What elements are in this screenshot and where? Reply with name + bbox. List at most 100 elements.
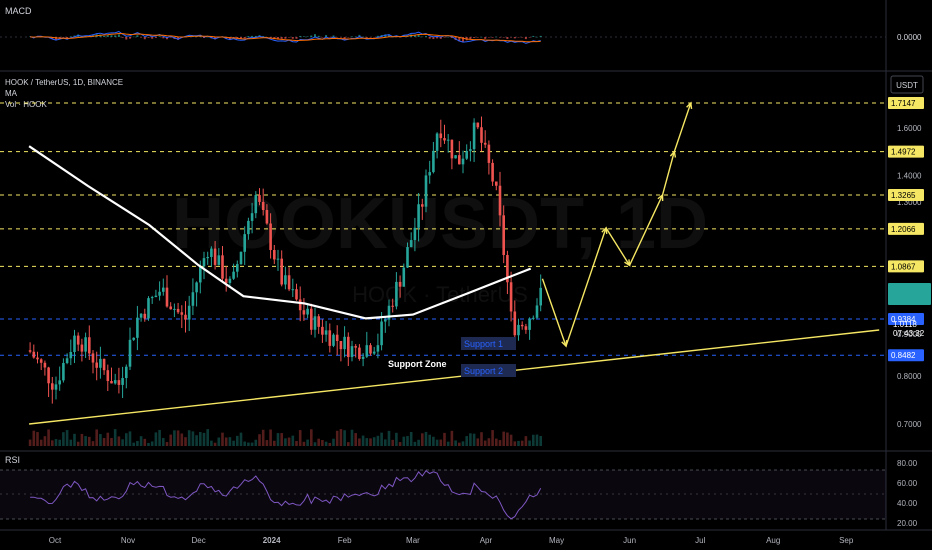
level-tag (888, 188, 924, 201)
rsi-line (30, 469, 542, 520)
volume-bar (180, 433, 184, 446)
volume-bar (80, 433, 84, 446)
time-tick-label: 2024 (263, 536, 281, 545)
projection-path[interactable] (541, 101, 693, 348)
candle-body (424, 175, 428, 207)
macd-line (29, 30, 541, 44)
candle-body (36, 357, 39, 360)
candle-body (446, 139, 450, 141)
volume-bar (91, 441, 95, 446)
current-price-countdown: 07:43:32 (893, 329, 925, 338)
support-trendline[interactable] (29, 329, 880, 425)
macd-histogram-bar (513, 37, 516, 39)
rsi-title[interactable]: RSI (5, 455, 20, 465)
volume-bar (58, 439, 61, 446)
candle-body (47, 367, 50, 384)
candle-body (187, 305, 191, 320)
volume-bar (472, 433, 476, 446)
macd-histogram-bar (121, 37, 124, 38)
volume-bar (169, 434, 172, 446)
candle-body (58, 380, 61, 385)
candle-body (295, 289, 298, 300)
candle-body (284, 275, 287, 285)
candle-body (132, 337, 135, 340)
time-tick-label: Apr (480, 536, 493, 545)
volume-bar (398, 442, 402, 446)
support-1-annotation[interactable]: Support 1 (461, 337, 516, 350)
volume-bar (369, 438, 372, 446)
volume-bar (36, 432, 39, 446)
macd-histogram-bar (128, 37, 131, 39)
volume-bar (198, 432, 202, 446)
macd-histogram-bar (476, 37, 479, 38)
candle-body (235, 264, 239, 272)
volume-bar (509, 434, 513, 446)
projection-arrowhead (686, 101, 693, 110)
volume-bar (272, 440, 276, 446)
volume-bar (309, 429, 313, 446)
candle-body (528, 318, 531, 330)
volume-bar (154, 432, 158, 446)
rsi-tick-label: 80.00 (897, 459, 918, 468)
candle-body (309, 308, 313, 330)
current-price-tag: 1.0118 07:43:32 (888, 283, 931, 338)
time-tick-label: Jun (623, 536, 636, 545)
candle-body (287, 275, 291, 290)
volume-indicator-label[interactable]: Vol · HOOK (5, 100, 47, 109)
volume-bar (420, 433, 424, 446)
volume-bar (457, 442, 461, 446)
volume-bar (383, 439, 387, 446)
volume-bar (465, 436, 468, 446)
currency-button[interactable]: USDT (890, 75, 924, 94)
volume-bar (450, 430, 454, 446)
candle-body (250, 213, 254, 221)
volume-bar (32, 430, 36, 446)
support-zone-annotation[interactable]: Support Zone (385, 357, 455, 370)
volume-bar (124, 433, 128, 446)
volume-bar (139, 436, 143, 446)
macd-histogram-bar (265, 37, 268, 38)
volume-bar (446, 441, 450, 446)
level-tag-label: 1.2066 (891, 225, 916, 234)
volume-bar (295, 441, 298, 446)
ma-indicator-label[interactable]: MA (5, 89, 18, 98)
support-2-annotation[interactable]: Support 2 (461, 364, 516, 377)
candle-body (502, 215, 505, 255)
volume-bar (372, 437, 376, 446)
horizontal-levels[interactable] (0, 102, 886, 356)
macd-histogram-bar (276, 37, 279, 40)
volume-bar (302, 441, 306, 446)
volume-bar (269, 429, 272, 446)
candle-body (335, 334, 339, 342)
price-tick-label: 1.4000 (897, 172, 922, 181)
time-tick-label: Dec (192, 536, 206, 545)
macd-histogram-bar (365, 37, 368, 38)
moving-average-line[interactable] (28, 145, 532, 320)
candle-body (228, 278, 232, 283)
candle-body (480, 127, 483, 143)
rsi-tick-label: 60.00 (897, 479, 918, 488)
candle-body (461, 158, 465, 165)
candle-body (221, 255, 224, 279)
macd-histogram-bar (225, 37, 228, 39)
volume-bar (121, 439, 124, 446)
volume-bar (280, 433, 283, 446)
macd-histogram-bar (106, 35, 109, 37)
symbol-title[interactable]: HOOK / TetherUS, 1D, BINANCE (5, 78, 123, 87)
candle-body (539, 287, 542, 306)
level-tag-label: 1.3265 (891, 191, 916, 200)
macd-histogram-bar (539, 35, 542, 37)
candle-body (198, 266, 202, 283)
macd-histogram-bar (424, 36, 427, 37)
macd-histogram-bar (421, 36, 424, 38)
volume-bar (187, 430, 191, 446)
macd-title[interactable]: MACD (5, 6, 32, 16)
candle-body (99, 358, 102, 368)
macd-histogram-bar (528, 37, 531, 38)
volume-bar (480, 432, 483, 446)
candle-body (121, 378, 124, 385)
candle-body (291, 289, 295, 291)
candle-body (417, 204, 420, 228)
time-axis[interactable]: Oct Nov Dec 2024 Feb Mar Apr May Jun Jul Aug Sep (49, 536, 854, 545)
